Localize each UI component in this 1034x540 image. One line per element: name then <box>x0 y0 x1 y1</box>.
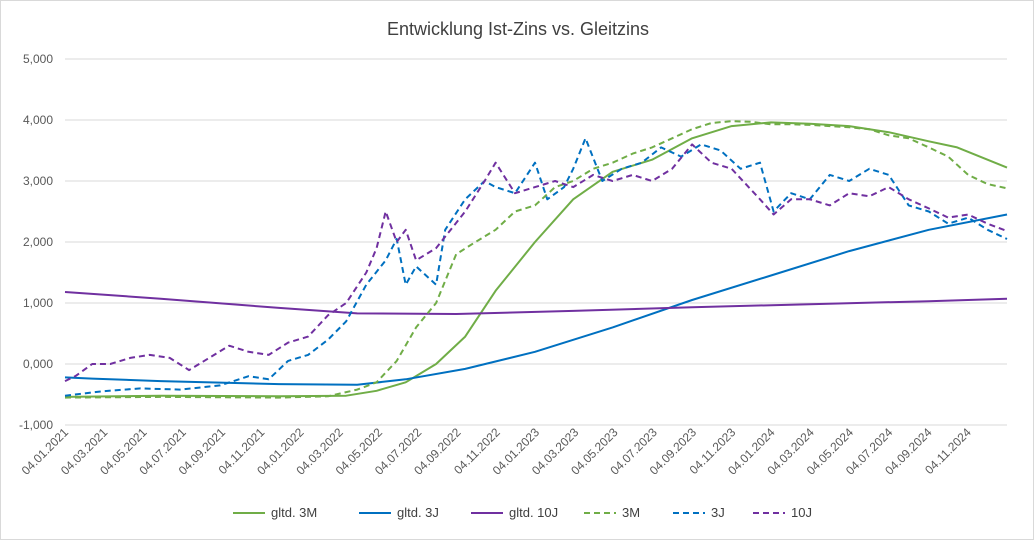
legend-entry: 3M <box>622 505 640 520</box>
legend-entry: gltd. 3J <box>397 505 439 520</box>
legend-entry: 10J <box>791 505 812 520</box>
series-lines <box>64 120 1008 399</box>
y-tick-label: 4,000 <box>23 113 53 127</box>
legend-entry: gltd. 3M <box>271 505 317 520</box>
y-tick-label: 0,000 <box>23 357 53 371</box>
series-line <box>64 213 1008 386</box>
legend: gltd. 3M gltd. 3J gltd. 10J 3M 3J 10J <box>233 505 812 520</box>
y-tick-label: 1,000 <box>23 296 53 310</box>
series-line <box>64 137 1008 397</box>
chart-title: Entwicklung Ist-Zins vs. Gleitzins <box>387 19 649 39</box>
legend-entry: gltd. 10J <box>509 505 558 520</box>
series-line <box>64 291 1008 315</box>
series-line <box>64 120 1008 399</box>
series-line <box>64 143 1008 383</box>
y-tick-label: -1,000 <box>19 418 53 432</box>
x-axis-tick-labels: 04.01.202104.03.202104.05.202104.07.2021… <box>19 425 974 478</box>
y-tick-label: 5,000 <box>23 52 53 66</box>
y-tick-label: 2,000 <box>23 235 53 249</box>
y-tick-label: 3,000 <box>23 174 53 188</box>
legend-entry: 3J <box>711 505 725 520</box>
y-axis-tick-labels: -1,000 0,000 1,000 2,000 3,000 4,000 5,000 <box>19 52 53 432</box>
